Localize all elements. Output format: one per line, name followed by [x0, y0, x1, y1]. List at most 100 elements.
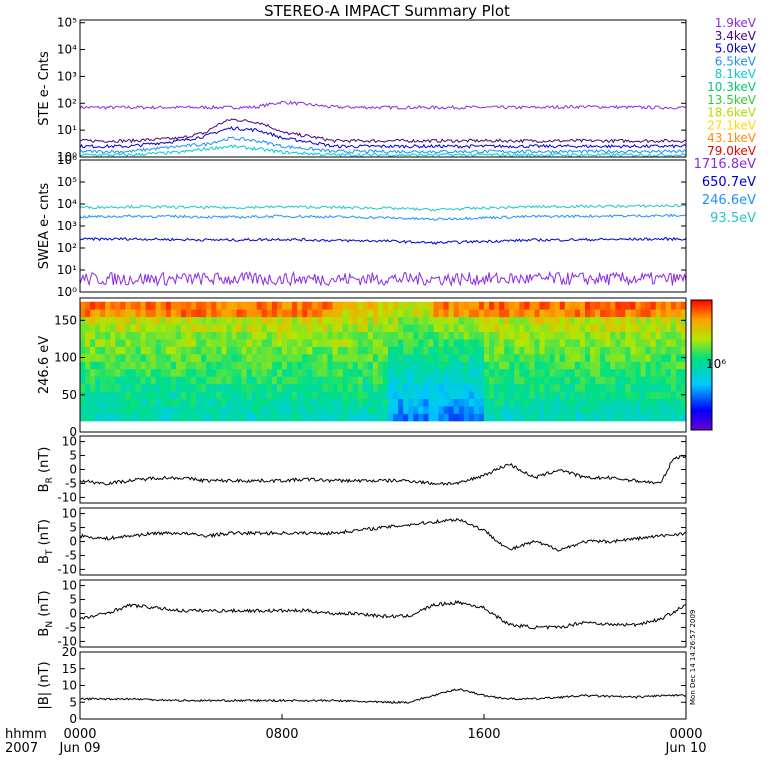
series-swea-246.6eV [80, 213, 686, 222]
heatmap-cell [383, 361, 389, 370]
heatmap-cell [600, 338, 606, 347]
heatmap-cell [494, 391, 500, 399]
heatmap-cell [342, 338, 349, 347]
heatmap-cell [287, 376, 293, 385]
heatmap-cell [105, 353, 111, 362]
heatmap-cell [620, 361, 626, 370]
heatmap-cell [312, 405, 318, 414]
heatmap-cell [519, 405, 525, 414]
heatmap-cell [559, 391, 566, 399]
heatmap-cell [428, 391, 434, 399]
heatmap-cell [433, 383, 440, 392]
heatmap-cell [489, 391, 495, 399]
heatmap-cell [494, 361, 500, 370]
heatmap-cell [327, 391, 333, 399]
heatmap-cell [186, 338, 192, 347]
heatmap-cell [438, 361, 445, 370]
heatmap-cell [332, 405, 339, 414]
heatmap-cell [271, 376, 278, 385]
heatmap-cell [196, 346, 202, 355]
heatmap-cell [337, 316, 344, 325]
heatmap-cell [403, 398, 409, 407]
heatmap-cell [206, 398, 212, 407]
heatmap-cell [302, 316, 308, 325]
ste-legend-item: 8.1keV [715, 67, 757, 81]
heatmap-cell [564, 338, 571, 347]
heatmap-cell [372, 324, 379, 332]
heatmap-cell [484, 324, 490, 332]
heatmap-cell [266, 413, 273, 422]
heatmap-cell [115, 324, 121, 332]
heatmap-cell [186, 391, 192, 399]
heatmap-cell [650, 383, 657, 392]
heatmap-cell [80, 398, 86, 407]
heatmap-cell [196, 309, 202, 318]
heatmap-cell [514, 361, 520, 370]
heatmap-cell [246, 398, 253, 407]
heatmap-cell [388, 316, 394, 325]
heatmap-cell [256, 301, 263, 310]
heatmap-cell [165, 338, 172, 347]
heatmap-cell [433, 346, 440, 355]
heatmap-cell [135, 376, 142, 385]
heatmap-cell [186, 405, 192, 414]
heatmap-cell [276, 376, 283, 385]
heatmap-cell [423, 391, 429, 399]
heatmap-cell [196, 361, 202, 370]
heatmap-cell [418, 309, 424, 318]
heatmap-cell [377, 391, 384, 399]
heatmap-cell [615, 398, 621, 407]
heatmap-cell [236, 413, 243, 422]
heatmap-cell [216, 368, 222, 377]
heatmap-cell [201, 361, 207, 370]
heatmap-cell [645, 353, 652, 362]
heatmap-cell [494, 316, 500, 325]
ste-legend-item: 3.4keV [715, 29, 757, 43]
heatmap-cell [246, 324, 253, 332]
heatmap-cell [221, 331, 227, 340]
heatmap-cell [160, 353, 167, 362]
heatmap-cell [246, 391, 253, 399]
heatmap-cell [655, 398, 662, 407]
heatmap-cell [256, 405, 263, 414]
heatmap-cell [332, 346, 339, 355]
heatmap-cell [458, 368, 465, 377]
heatmap-cell [231, 398, 238, 407]
heatmap-cell [630, 338, 636, 347]
heatmap-cell [468, 309, 475, 318]
heatmap-cell [125, 331, 131, 340]
heatmap-cell [276, 368, 283, 377]
heatmap-cell [95, 338, 101, 347]
heatmap-cell [554, 376, 561, 385]
heatmap-cell [100, 391, 106, 399]
series-bt [80, 517, 686, 552]
heatmap-cell [620, 376, 626, 385]
heatmap-cell [549, 353, 556, 362]
heatmap-cell [544, 309, 551, 318]
heatmap-cell [80, 331, 86, 340]
heatmap-cell [413, 331, 419, 340]
heatmap-cell [372, 309, 379, 318]
heatmap-cell [332, 391, 339, 399]
heatmap-cell [246, 331, 253, 340]
heatmap-cell [312, 376, 318, 385]
heatmap-cell [327, 413, 333, 422]
heatmap-cell [524, 383, 530, 392]
heatmap-cell [211, 391, 217, 399]
heatmap-cell [499, 368, 505, 377]
heatmap-cell [256, 368, 263, 377]
heatmap-cell [484, 398, 490, 407]
heatmap-cell [90, 405, 96, 414]
heatmap-cell [433, 413, 440, 422]
heatmap-cell [181, 398, 187, 407]
heatmap-cell [261, 309, 268, 318]
heatmap-cell [660, 391, 667, 399]
heatmap-cell [610, 383, 616, 392]
heatmap-cell [135, 346, 142, 355]
heatmap-cell [170, 324, 177, 332]
heatmap-cell [468, 405, 475, 414]
heatmap-cell [155, 383, 162, 392]
heatmap-cell [640, 405, 647, 414]
heatmap-cell [675, 405, 682, 414]
